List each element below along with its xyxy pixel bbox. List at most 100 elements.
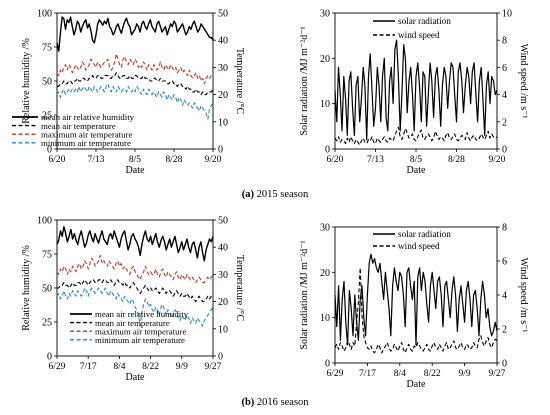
legend-entry: mean air relative humidity <box>95 309 189 319</box>
series-line-mean-air-temperature <box>57 279 214 303</box>
y-tick-label: 0 <box>47 352 52 363</box>
y-right-tick-label: 50 <box>218 216 228 227</box>
x-tick-label: 8/5 <box>410 155 422 165</box>
y-right-axis-label: Wind speed /m s⁻¹ <box>518 44 529 119</box>
x-tick-label: 8/5 <box>129 155 141 165</box>
x-axis-label: Date <box>126 165 145 176</box>
y-right-tick-label: 8 <box>502 223 507 234</box>
y-tick-label: 0 <box>47 145 52 156</box>
y-right-tick-label: 4 <box>502 90 507 101</box>
x-tick-label: 6/29 <box>49 362 66 372</box>
legend-entry: mean air temperature <box>41 121 116 131</box>
series-line-maximum-air-temperature <box>56 254 214 284</box>
series-line-mean-air-relative-humidity <box>56 16 214 52</box>
series-line-mean-air-relative-humidity <box>56 226 214 262</box>
caption-2015-letter: (a) <box>241 189 254 200</box>
caption-2016: (b) 2016 season <box>0 397 550 408</box>
x-tick-label: 7/13 <box>88 155 105 165</box>
x-axis-label: Date <box>126 372 145 383</box>
series-line-wind-speed <box>334 267 498 354</box>
series-line-solar-radiation <box>334 253 498 346</box>
y-tick-label: 30 <box>320 223 330 234</box>
caption-2016-text: 2016 season <box>254 397 309 408</box>
y-tick-label: 75 <box>42 250 52 261</box>
x-tick-label: 8/28 <box>448 155 465 165</box>
y-right-tick-label: 30 <box>218 270 228 281</box>
y-tick-label: 10 <box>320 99 330 110</box>
chart-p3: 0 25 50 75 100 0 10 20 30 40 50 6/29 7/17 8/4 8/22 9/9 9… <box>21 216 245 384</box>
legend-entry: minimum air temperature <box>95 335 185 345</box>
legend: solar radiation wind speed <box>373 16 451 40</box>
series-line-maximum-air-temperature <box>56 53 214 85</box>
y-right-tick-label: 0 <box>218 352 223 363</box>
legend-entry: maximum air temperature <box>95 326 186 336</box>
chart-p4: 0 10 20 30 0 2 4 6 8 6/29 7/17 8/4 8/22 9/9 9/27 Date So… <box>299 223 529 391</box>
legend-entry: solar radiation <box>398 16 451 26</box>
caption-2015: (a) 2015 season <box>0 189 550 200</box>
y-right-tick-label: 50 <box>218 9 228 20</box>
y-axis-label: Solar radiation /MJ m⁻²d⁻¹ <box>299 240 310 349</box>
legend: solar radiation wind speed <box>373 229 451 251</box>
legend-entry: solar radiation <box>398 229 451 239</box>
y-tick-label: 100 <box>37 216 52 227</box>
y-right-tick-label: 40 <box>218 36 228 47</box>
y-tick-label: 50 <box>42 284 52 295</box>
y-right-tick-label: 2 <box>502 117 507 128</box>
y-tick-label: 25 <box>42 318 52 329</box>
y-right-tick-label: 40 <box>218 243 228 254</box>
x-tick-label: 9/20 <box>489 155 506 165</box>
x-tick-label: 8/22 <box>142 362 159 372</box>
y-tick-label: 30 <box>320 9 330 20</box>
y-tick-label: 75 <box>42 43 52 54</box>
y-right-tick-label: 20 <box>218 90 228 101</box>
legend-entry: mean air temperature <box>95 318 170 328</box>
x-axis-label: Date <box>407 165 426 176</box>
x-tick-label: 7/13 <box>367 155 384 165</box>
x-tick-label: 7/17 <box>80 362 97 372</box>
y-right-tick-label: 6 <box>502 257 507 268</box>
x-tick-label: 8/28 <box>166 155 183 165</box>
legend-entry: wind speed <box>398 241 440 251</box>
y-tick-label: 0 <box>325 359 330 370</box>
x-tick-label: 6/20 <box>327 155 344 165</box>
x-tick-label: 9/27 <box>489 369 506 379</box>
x-tick-label: 9/9 <box>459 369 471 379</box>
y-right-axis-label: Wind speed /m s⁻¹ <box>518 258 529 333</box>
x-tick-label: 6/20 <box>49 155 66 165</box>
legend-entry: maximum air temperature <box>41 129 132 139</box>
y-right-tick-label: 2 <box>502 325 507 336</box>
y-tick-label: 10 <box>320 313 330 324</box>
series-line-wind-speed <box>334 126 498 146</box>
y-right-tick-label: 30 <box>218 63 228 74</box>
series-line-minimum-air-temperature <box>56 287 214 327</box>
x-tick-label: 9/9 <box>176 362 188 372</box>
y-tick-label: 20 <box>320 54 330 65</box>
x-tick-label: 9/20 <box>205 155 222 165</box>
legend-entry: minimum air temperature <box>41 138 131 148</box>
y-right-tick-label: 10 <box>502 9 512 20</box>
x-tick-label: 8/4 <box>394 369 406 379</box>
y-tick-label: 25 <box>42 111 52 122</box>
x-tick-label: 8/4 <box>113 362 125 372</box>
x-tick-label: 7/17 <box>359 369 376 379</box>
series-line-mean-air-temperature <box>57 72 214 96</box>
series-line-solar-radiation <box>334 39 498 141</box>
chart-p2: 0 10 20 30 0 2 4 6 8 10 6/20 7/13 8/5 8/28 9/20 Date Sol… <box>299 9 529 177</box>
y-tick-label: 100 <box>37 9 52 20</box>
x-axis-label: Date <box>407 379 426 390</box>
y-tick-label: 0 <box>325 145 330 156</box>
y-right-tick-label: 8 <box>502 36 507 47</box>
legend-entry: mean air relative humidity <box>41 112 135 122</box>
y-right-tick-label: 4 <box>502 291 507 302</box>
caption-2015-text: 2015 season <box>254 189 309 200</box>
y-right-tick-label: 0 <box>502 359 507 370</box>
y-right-tick-label: 20 <box>218 297 228 308</box>
y-right-tick-label: 10 <box>218 117 228 128</box>
y-axis-label: Relative humidity /% <box>21 245 32 331</box>
y-right-tick-label: 10 <box>218 324 228 335</box>
x-tick-label: 9/27 <box>205 362 222 372</box>
y-right-tick-label: 6 <box>502 63 507 74</box>
